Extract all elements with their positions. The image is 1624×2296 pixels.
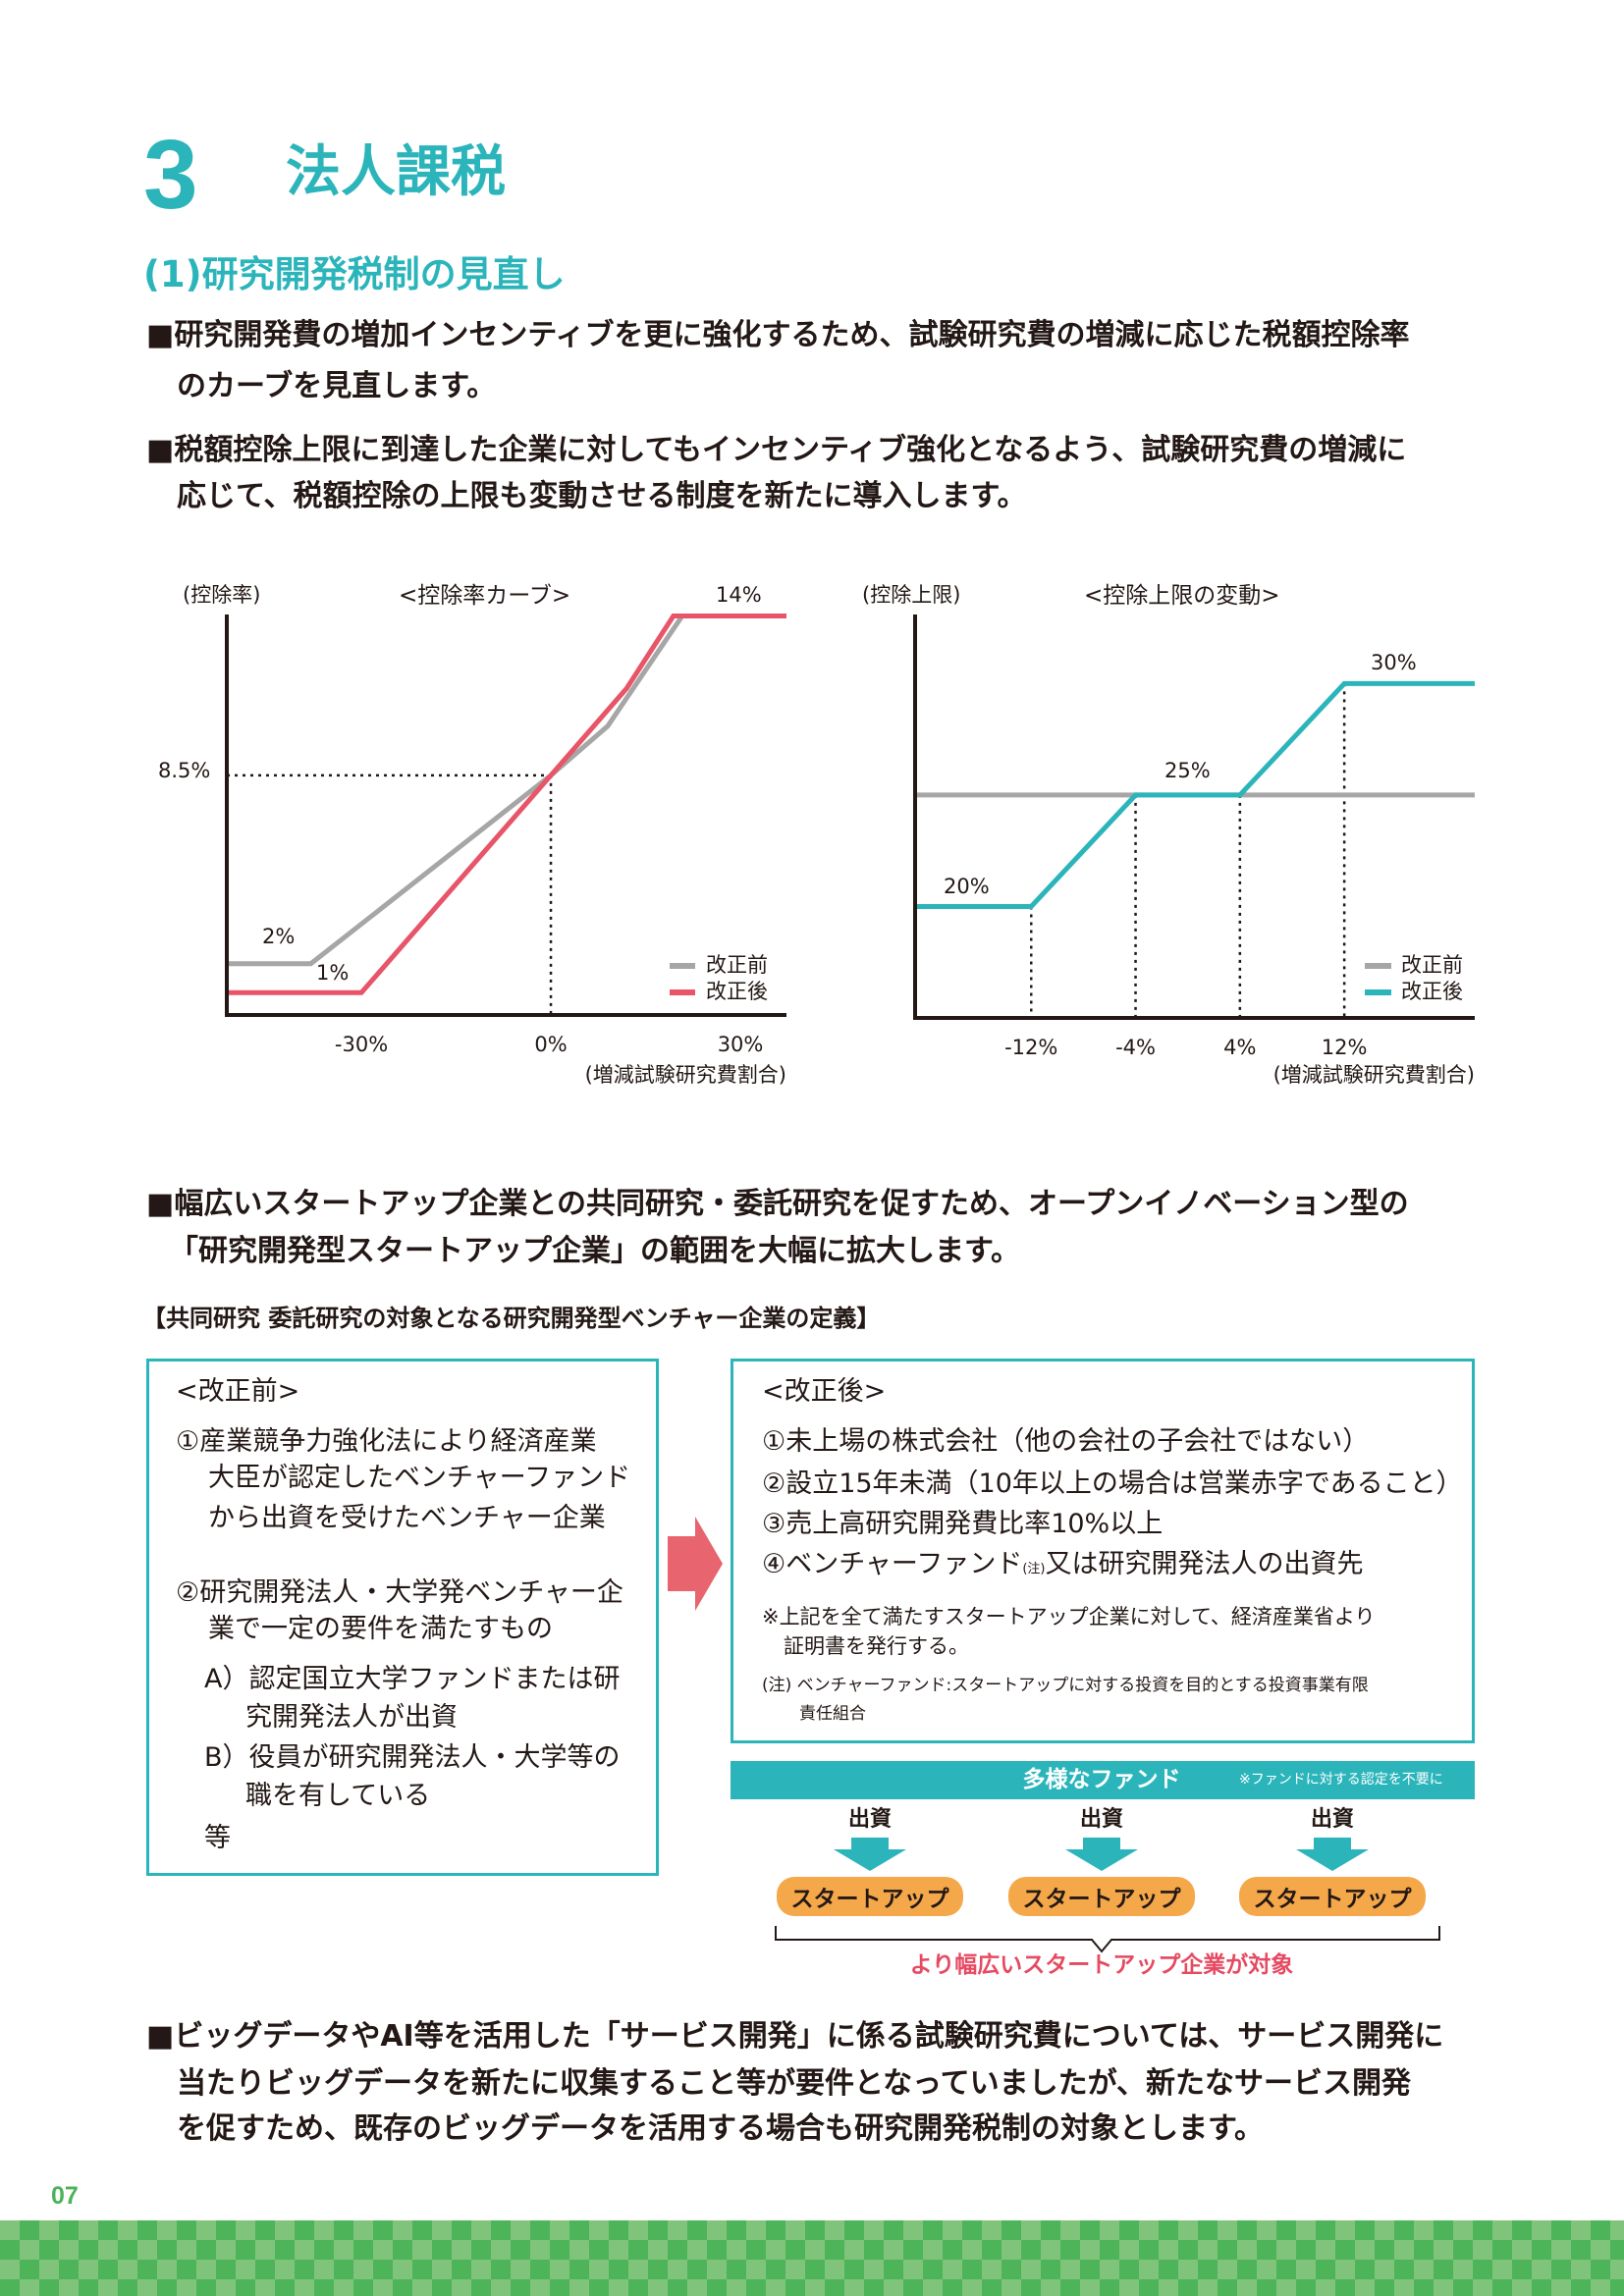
chart1-legend-after: 改正後 — [706, 980, 768, 1003]
before-line: から出資を受けたベンチャー企業 — [208, 1503, 606, 1533]
down-arrow-icon — [1296, 1838, 1369, 1871]
chart1-xtick-label: 30% — [718, 1033, 764, 1056]
before-line: 究開発法人が出資 — [245, 1702, 458, 1733]
subsection-title: (1)研究開発税制の見直し — [143, 253, 566, 295]
after-note: 証明書を発行する。 — [784, 1634, 969, 1658]
chart2-legend-swatch-before — [1365, 963, 1391, 969]
before-line: ②研究開発法人・大学発ベンチャー企 — [176, 1577, 623, 1608]
before-line: 等 — [204, 1823, 231, 1853]
after-note: ※上記を全て満たすスタートアップ企業に対して、経済産業省より — [762, 1605, 1376, 1629]
chart1-series-before — [227, 613, 786, 967]
chart2-label-30: 30% — [1371, 651, 1417, 674]
down-arrow-icon — [834, 1838, 906, 1871]
chart1-ylabel: (控除率) — [183, 583, 261, 607]
chart1-series-after — [227, 613, 786, 995]
section-number: 3 — [143, 120, 198, 230]
chart2-legend-before: 改正前 — [1401, 953, 1463, 977]
checker-footer-band — [0, 2220, 1624, 2296]
chart1-xtick-label: 0% — [534, 1033, 567, 1056]
chart2-xtick-label: -4% — [1115, 1036, 1156, 1059]
after-box — [731, 1359, 1475, 1743]
after-item: ②設立15年未満（10年以上の場合は営業赤字であること） — [762, 1468, 1463, 1499]
chart1-legend-swatch-before — [670, 963, 695, 969]
before-line: 業で一定の要件を満たすもの — [208, 1614, 553, 1644]
chart1-xtick-label: -30% — [335, 1033, 388, 1056]
section-title: 法人課税 — [286, 140, 506, 204]
page-number: 07 — [51, 2182, 79, 2210]
investment-label: 出資 — [1310, 1807, 1355, 1832]
bullet-3-line-1: ■幅広いスタートアップ企業との共同研究・委託研究を促すため、オープンイノベーショ… — [146, 1187, 1409, 1221]
before-line: 職を有している — [245, 1781, 431, 1811]
chart1-legend-swatch-after — [670, 989, 695, 995]
after-footnote: (注) ベンチャーファンド:スタートアップに対する投資を目的とする投資事業有限 — [762, 1676, 1369, 1695]
chart2-legend-after: 改正後 — [1401, 980, 1463, 1003]
before-line: 大臣が認定したベンチャーファンド — [208, 1463, 631, 1493]
chart2-axes — [913, 614, 1475, 1020]
conclusion-text: より幅広いスタートアップ企業が対象 — [909, 1952, 1294, 1978]
bullet-4-line-3: を促すため、既存のビッグデータを活用する場合も研究開発税制の対象とします。 — [177, 2111, 1264, 2146]
before-line: A）認定国立大学ファンドまたは研 — [204, 1664, 621, 1694]
after-title: <改正後> — [762, 1376, 887, 1407]
chart2-xtick-label: 12% — [1322, 1036, 1368, 1059]
before-line: ①産業競争力強化法により経済産業 — [176, 1426, 597, 1457]
chart2-xtick-label: 4% — [1223, 1036, 1256, 1059]
bullet-1-line-1: ■研究開発費の増加インセンティブを更に強化するため、試験研究費の増減に応じた税額… — [146, 318, 1410, 352]
after-item-4-text: ④ベンチャーファンド — [762, 1549, 1023, 1579]
bracket — [775, 1926, 1440, 1953]
chart1-ytick-8-5: 8.5% — [158, 759, 211, 782]
bullet-3-line-2: 「研究開発型スタートアップ企業」の範囲を大幅に拡大します。 — [169, 1234, 1020, 1268]
chart1-xlabel: (増減試験研究費割合) — [584, 1063, 786, 1087]
fund-bar-label: 多様なファンド — [1022, 1767, 1181, 1792]
down-arrow-icon — [1065, 1838, 1138, 1871]
chart1-legend-before: 改正前 — [706, 953, 768, 977]
chart2-ylabel: (控除上限) — [862, 583, 961, 607]
chart1-label-2: 2% — [262, 925, 296, 948]
definition-heading: 【共同研究 委託研究の対象となる研究開発型ベンチャー企業の定義】 — [142, 1305, 881, 1332]
startup-pill: スタートアップ — [777, 1877, 963, 1916]
chart1-label-14: 14% — [716, 583, 762, 607]
before-line: B）役員が研究開発法人・大学等の — [204, 1742, 621, 1773]
right-arrow-icon — [668, 1517, 723, 1611]
bullet-1-line-2: のカーブを見直します。 — [177, 369, 497, 403]
after-item-4: ④ベンチャーファンド(注)又は研究開発法人の出資先 — [762, 1551, 1363, 1577]
chart2-xlabel: (増減試験研究費割合) — [1272, 1063, 1475, 1087]
chart2-series-after — [915, 680, 1475, 909]
after-item: ①未上場の株式会社（他の会社の子会社ではない） — [762, 1426, 1370, 1457]
bullet-4-line-1: ■ビッグデータやAI等を活用した「サービス開発」に係る試験研究費については、サー… — [146, 2019, 1444, 2054]
chart1-label-1: 1% — [316, 961, 350, 985]
chart2-xtick-label: -12% — [1004, 1036, 1057, 1059]
after-footnote: 責任組合 — [799, 1704, 866, 1724]
footnote-marker: (注) — [1022, 1562, 1046, 1576]
investment-label: 出資 — [847, 1807, 893, 1832]
startup-pill: スタートアップ — [1239, 1877, 1426, 1916]
bullet-2-line-1: ■税額控除上限に到達した企業に対してもインセンティブ強化となるよう、試験研究費の… — [146, 433, 1407, 467]
before-title: <改正前> — [176, 1376, 300, 1407]
chart2-legend-swatch-after — [1365, 989, 1391, 995]
bullet-2-line-2: 応じて、税額控除の上限も変動させる制度を新たに導入します。 — [177, 479, 1027, 513]
investment-label: 出資 — [1079, 1807, 1124, 1832]
startup-pill: スタートアップ — [1008, 1877, 1195, 1916]
chart2-label-20: 20% — [944, 875, 990, 898]
chart1-axes — [225, 614, 786, 1017]
chart1-title: <控除率カーブ> — [399, 583, 571, 609]
bullet-4-line-2: 当たりビッグデータを新たに収集すること等が要件となっていましたが、新たなサービス… — [177, 2066, 1411, 2101]
fund-bar-note: ※ファンドに対する認定を不要に — [1239, 1772, 1443, 1788]
chart2-title: <控除上限の変動> — [1084, 583, 1280, 609]
after-item: ③売上高研究開発費比率10%以上 — [762, 1509, 1164, 1539]
fund-bar — [731, 1761, 1475, 1799]
chart2-label-25: 25% — [1164, 759, 1211, 782]
before-box — [146, 1359, 659, 1876]
after-item-4-text-rest: 又は研究開発法人の出資先 — [1045, 1549, 1364, 1579]
